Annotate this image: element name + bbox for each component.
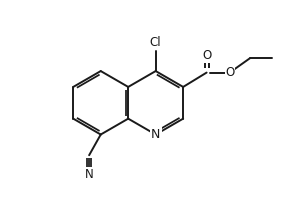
Text: O: O [202,49,211,62]
Text: Cl: Cl [150,36,162,49]
Text: O: O [225,66,235,79]
Text: N: N [85,168,93,181]
Text: N: N [151,128,160,141]
